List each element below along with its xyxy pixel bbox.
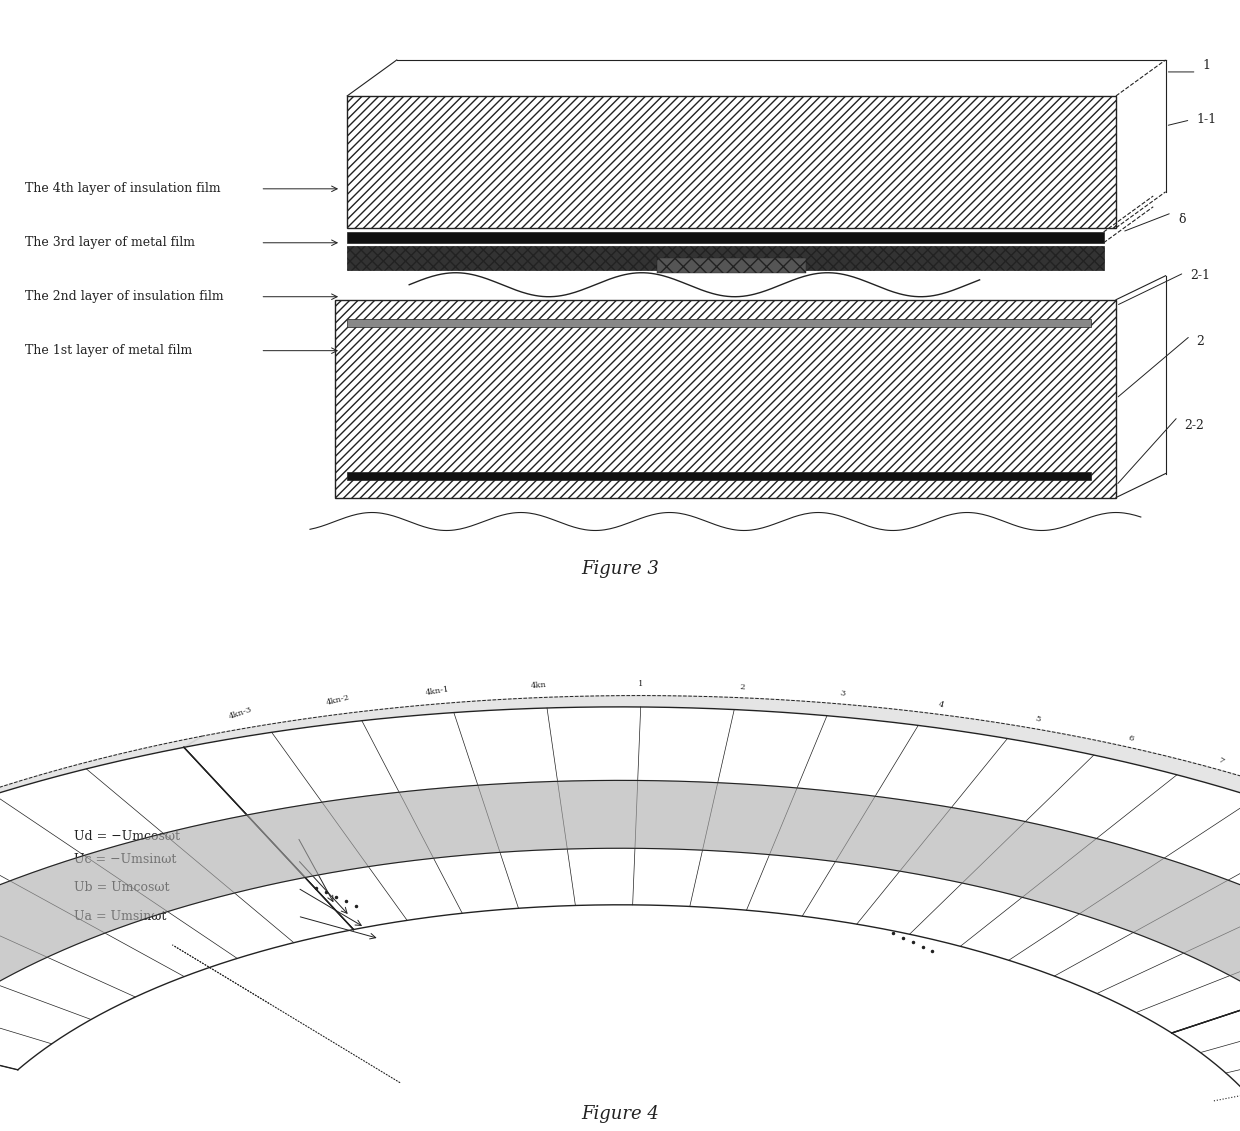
Text: Ud = −Umcosωt: Ud = −Umcosωt xyxy=(74,830,180,844)
Text: 1-1: 1-1 xyxy=(1197,113,1216,127)
Text: The 1st layer of metal film: The 1st layer of metal film xyxy=(25,344,192,357)
Text: The 4th layer of insulation film: The 4th layer of insulation film xyxy=(25,182,221,196)
Text: 4kn: 4kn xyxy=(531,681,547,690)
Text: 4kn-3: 4kn-3 xyxy=(228,706,253,720)
FancyBboxPatch shape xyxy=(347,319,1091,327)
Text: 2-2: 2-2 xyxy=(1184,420,1204,432)
Polygon shape xyxy=(0,780,1240,1061)
Polygon shape xyxy=(184,707,1240,1033)
Text: 2: 2 xyxy=(739,683,745,691)
Text: 4kn-1: 4kn-1 xyxy=(425,685,450,697)
Text: Uc = −Umsinωt: Uc = −Umsinωt xyxy=(74,853,177,866)
Text: The 3rd layer of metal film: The 3rd layer of metal film xyxy=(25,236,195,249)
Text: Ua = Umsinωt: Ua = Umsinωt xyxy=(74,909,166,923)
FancyBboxPatch shape xyxy=(657,258,806,273)
FancyBboxPatch shape xyxy=(335,300,1116,498)
FancyBboxPatch shape xyxy=(347,96,1116,227)
Text: 3: 3 xyxy=(839,690,846,699)
FancyBboxPatch shape xyxy=(347,232,1104,243)
Text: 4: 4 xyxy=(937,700,945,709)
Text: 2: 2 xyxy=(1197,335,1204,348)
Text: Ub = Umcosωt: Ub = Umcosωt xyxy=(74,881,170,895)
Text: The 2nd layer of insulation film: The 2nd layer of insulation film xyxy=(25,291,223,303)
Text: 6: 6 xyxy=(1127,733,1135,743)
Polygon shape xyxy=(184,696,1240,916)
Polygon shape xyxy=(0,736,202,977)
Text: 1: 1 xyxy=(637,680,644,689)
FancyBboxPatch shape xyxy=(347,245,1104,270)
Text: Figure 3: Figure 3 xyxy=(582,561,658,578)
Text: 4kn-2: 4kn-2 xyxy=(325,693,351,707)
Polygon shape xyxy=(0,748,353,1070)
Text: Figure 4: Figure 4 xyxy=(582,1105,658,1123)
Text: 7: 7 xyxy=(1216,756,1225,765)
Text: 5: 5 xyxy=(1034,715,1042,724)
Text: 2-1: 2-1 xyxy=(1190,269,1210,283)
Text: 1: 1 xyxy=(1203,60,1210,72)
Text: δ: δ xyxy=(1178,214,1185,226)
Polygon shape xyxy=(1172,923,1240,1131)
FancyBboxPatch shape xyxy=(347,473,1091,480)
